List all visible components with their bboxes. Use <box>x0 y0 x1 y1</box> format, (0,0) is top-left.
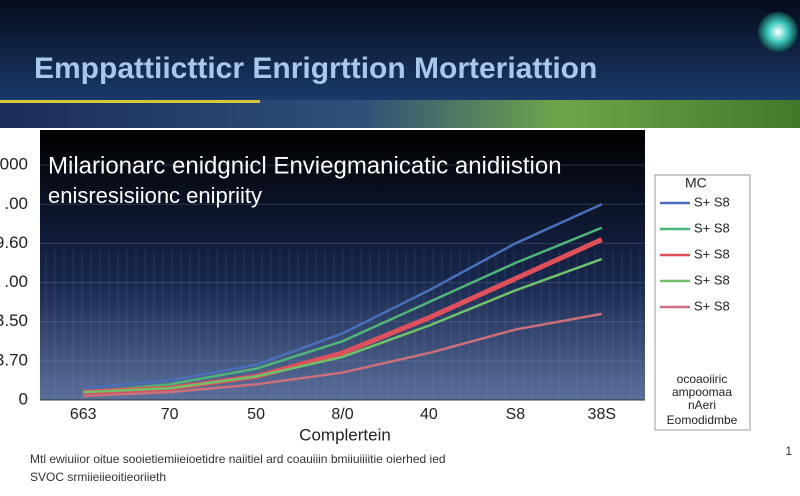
slide-title: Emppattiictticr Enrigrttion Morteriattio… <box>34 52 597 85</box>
x-tick-label: 40 <box>420 406 438 423</box>
logo-icon <box>758 12 798 52</box>
series-line <box>83 312 603 398</box>
footnote: Mtl ewiuiior oitue sooietiemiieioetidre … <box>30 452 446 466</box>
chart-subtitle: Milarionarc enidgnicl Enviegmanicatic an… <box>48 152 562 179</box>
legend <box>654 174 751 431</box>
legend-label: S+ S8 <box>694 298 730 313</box>
x-tick-label: S8 <box>506 406 526 423</box>
y-tick-label: 3.70 <box>0 350 28 369</box>
x-axis-label: Complertein <box>299 425 391 444</box>
legend-title: MC <box>685 175 707 191</box>
legend-label: S+ S8 <box>694 220 730 235</box>
legend-label: S+ S8 <box>694 246 730 261</box>
y-tick-label: 9.60 <box>0 233 28 252</box>
x-tick-label: 70 <box>161 406 179 423</box>
y-tick-label: 0 <box>19 389 28 408</box>
header-stripe <box>0 100 800 128</box>
legend-footer: Eomodidmbe <box>667 413 738 427</box>
x-tick-label: 50 <box>247 406 265 423</box>
chart-subtitle: enisresisiionc enipriity <box>48 183 262 208</box>
x-tick-label: 8/0 <box>331 406 353 423</box>
header <box>0 0 800 100</box>
legend-note: nAeri <box>688 398 716 412</box>
series-line <box>83 203 603 390</box>
legend-note: ocoaoiiric <box>677 372 728 386</box>
x-tick-label: 38S <box>588 406 616 423</box>
legend-label: S+ S8 <box>694 272 730 287</box>
y-tick-label: .00 <box>4 272 28 291</box>
legend-label: S+ S8 <box>694 194 730 209</box>
legend-note: ampoomaa <box>672 385 732 399</box>
y-tick-label: 000 <box>0 155 28 174</box>
y-tick-label: .00 <box>4 194 28 213</box>
accent-line <box>0 100 260 103</box>
footnote: SVOC srmiieiieoitieoriieth <box>30 470 166 484</box>
series-line <box>83 226 603 394</box>
y-tick-label: 3.50 <box>0 311 28 330</box>
series-line <box>83 257 603 394</box>
x-tick-label: 663 <box>70 406 97 423</box>
page-number: 1 <box>785 444 792 458</box>
